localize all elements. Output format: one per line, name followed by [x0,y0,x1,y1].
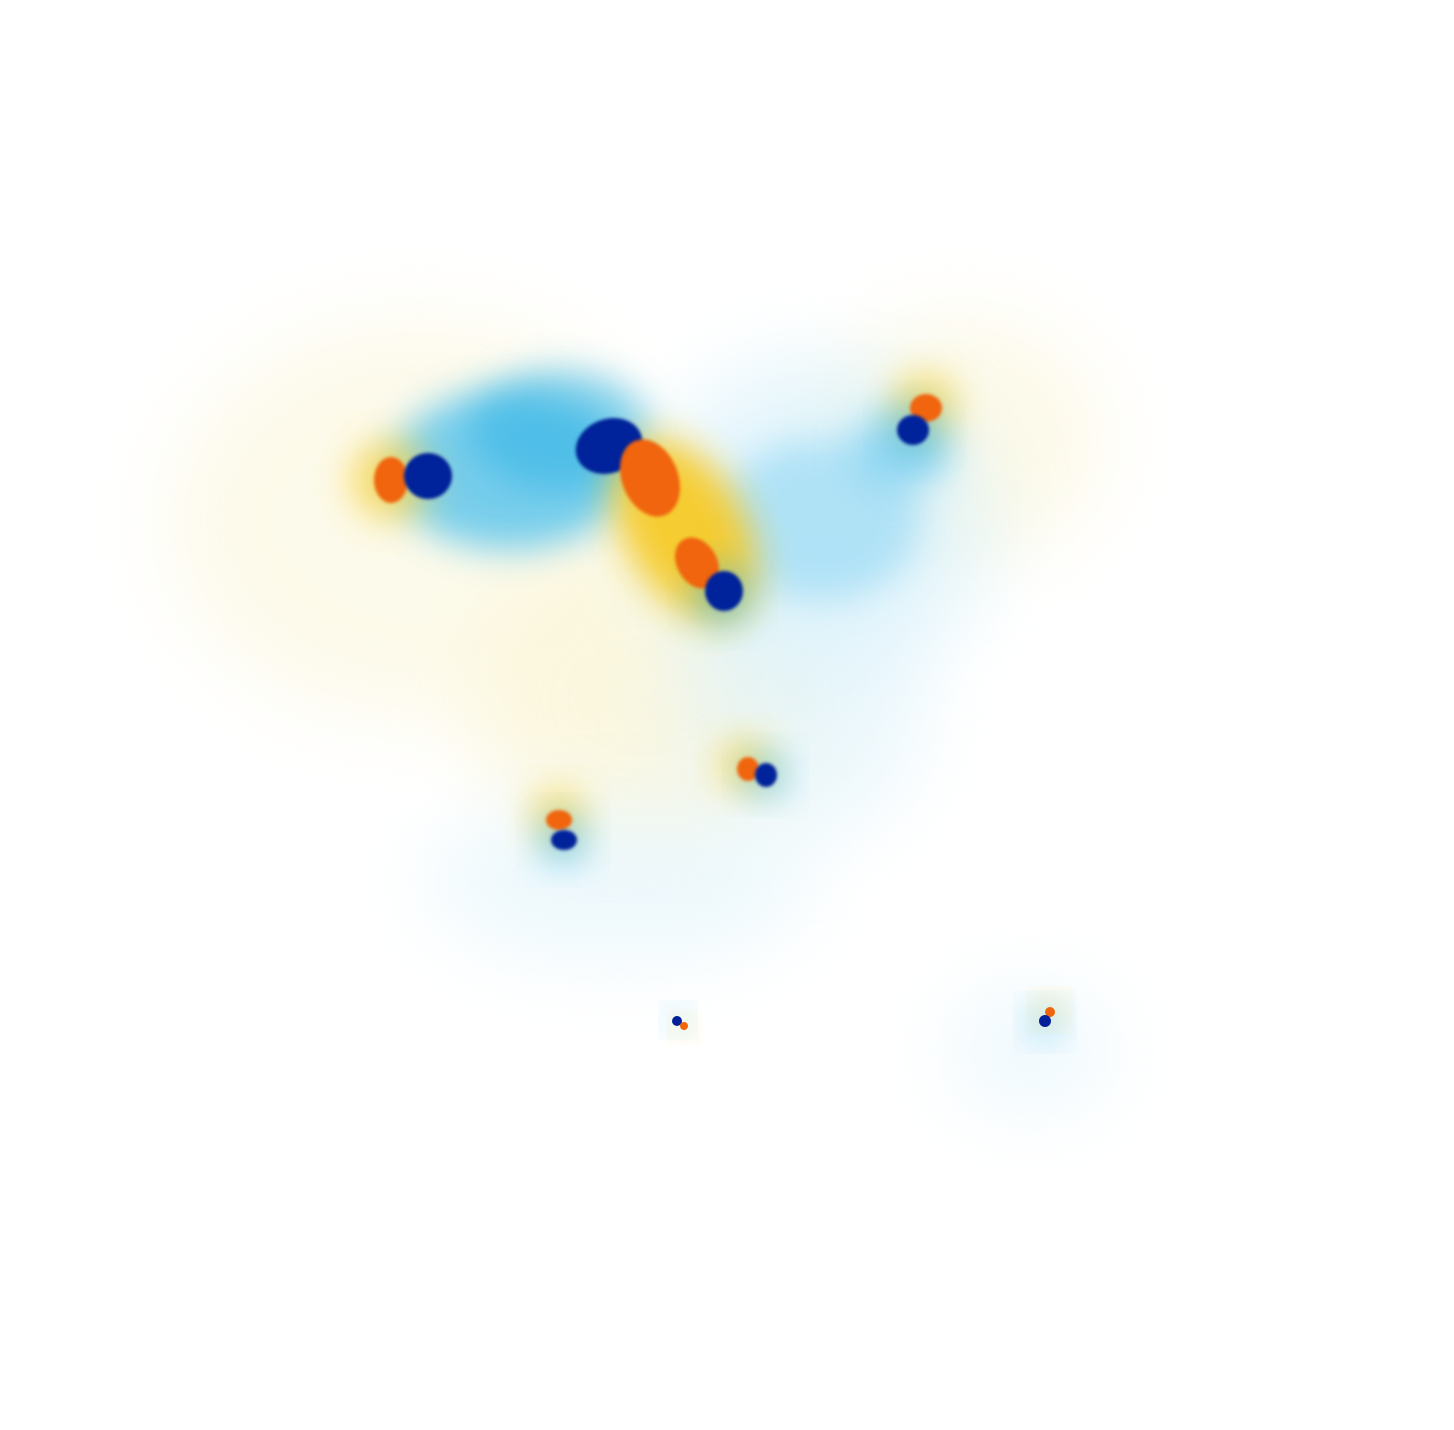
negative-core [1039,1015,1051,1027]
positive-core [675,537,719,589]
positive-core [546,810,572,830]
negative-core [755,763,777,787]
negative-core [705,571,743,611]
positive-core [620,439,680,517]
negative-core [551,830,577,850]
positive-core [1045,1007,1055,1017]
positive-core [374,457,408,503]
negative-core [897,415,929,445]
negative-core [404,453,452,499]
positive-core [910,394,942,422]
positive-core [680,1022,688,1030]
negative-core [672,1016,682,1026]
positive-core [737,757,759,781]
strong-cores [374,394,1055,1030]
